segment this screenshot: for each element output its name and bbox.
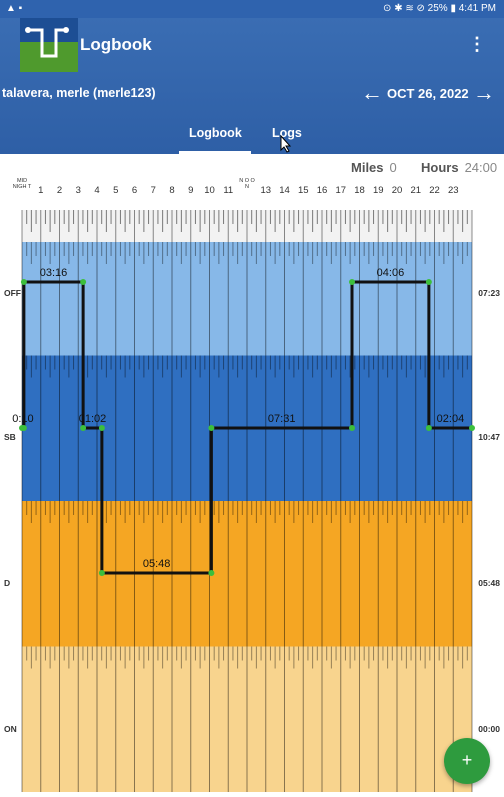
row-d-band <box>22 501 472 647</box>
hour-label: 21 <box>410 185 422 196</box>
segment-duration-label: 04:06 <box>377 267 405 279</box>
row-off-band <box>22 242 472 356</box>
hour-label: 19 <box>372 185 384 196</box>
hour-label: 7 <box>150 185 156 196</box>
row-total-off: 07:23 <box>478 288 500 298</box>
row-total-on: 00:00 <box>478 724 500 734</box>
current-date: OCT 26, 2022 <box>387 86 469 101</box>
segment-duration-label: 03:16 <box>40 267 68 279</box>
add-entry-button[interactable]: + <box>444 738 490 784</box>
miles-summary: Miles 0 <box>351 160 397 175</box>
status-bar-left-icons: ▲ ▪ <box>6 3 23 14</box>
hours-summary: Hours 24:00 <box>421 160 497 175</box>
tab-bar: Logbook Logs <box>0 126 504 154</box>
overflow-menu-icon[interactable]: ⋮ <box>468 34 486 54</box>
segment-node <box>425 279 432 285</box>
segment-duration-label: 01:02 <box>79 413 107 425</box>
hour-label: 6 <box>131 185 138 196</box>
hour-label: 20 <box>391 185 403 196</box>
miles-label: Miles <box>351 160 384 175</box>
hour-label: 2 <box>56 185 63 196</box>
hour-label: 9 <box>188 185 194 196</box>
row-label-sb: SB <box>4 432 16 442</box>
miles-value: 0 <box>389 160 397 175</box>
app-title: Logbook <box>80 35 152 54</box>
hour-label: 17 <box>335 185 347 196</box>
row-label-d: D <box>4 578 11 588</box>
duty-status-line <box>22 280 472 575</box>
segment-node <box>20 425 27 431</box>
segment-node <box>98 425 105 431</box>
row-label-on: ON <box>4 724 17 734</box>
status-bar-right-info: ⊙ ✱ ≋ ⊘ 25% ▮ 4:41 PM <box>383 3 496 14</box>
row-total-d: 05:48 <box>478 578 500 588</box>
segment-duration-label: 02:04 <box>437 413 465 425</box>
segment-duration-label: 07:31 <box>268 413 296 425</box>
hour-label: 14 <box>279 185 290 196</box>
hour-label: 15 <box>297 185 309 196</box>
app-logo-icon <box>20 18 78 72</box>
hour-label: 16 <box>316 185 328 196</box>
hour-label: 5 <box>113 185 119 196</box>
segment-node <box>80 425 87 431</box>
segment-node <box>425 425 432 431</box>
segment-node <box>98 570 105 576</box>
hour-label: 1 <box>38 185 44 196</box>
active-tab-indicator <box>179 151 251 154</box>
segment-duration-label: 0:10 <box>12 413 33 425</box>
row-on-band <box>22 646 472 792</box>
tab-logbook[interactable]: Logbook <box>189 126 242 140</box>
hour-label: 23 <box>447 185 459 196</box>
hour-label: 10 <box>204 185 215 196</box>
segment-node <box>349 425 355 431</box>
hour-label: 3 <box>75 185 81 196</box>
segment-node <box>208 570 215 576</box>
hour-label: 11 <box>223 185 234 196</box>
driver-name: talavera, merle (merle123) <box>2 86 156 100</box>
app-bar: Logbook ⋮ talavera, merle (merle123) ← O… <box>0 18 504 154</box>
row-total-sb: 10:47 <box>478 432 500 442</box>
prev-day-arrow-icon[interactable]: ← <box>361 80 383 105</box>
segment-node <box>80 279 87 285</box>
hours-value: 24:00 <box>464 160 498 175</box>
row-label-off: OFF <box>4 288 21 298</box>
segment-node <box>208 425 215 431</box>
tab-logs[interactable]: Logs <box>272 126 302 140</box>
hours-label: Hours <box>421 160 459 175</box>
hour-label: 8 <box>169 185 175 196</box>
next-day-arrow-icon[interactable]: → <box>473 80 495 105</box>
hour-label: 22 <box>429 185 440 196</box>
segment-node <box>349 279 355 285</box>
hour-label: 13 <box>260 185 272 196</box>
segment-node <box>20 279 27 285</box>
segment-duration-label: 05:48 <box>143 558 171 570</box>
status-bar: ▲ ▪ ⊙ ✱ ≋ ⊘ 25% ▮ 4:41 PM <box>0 0 504 18</box>
mouse-cursor-icon <box>280 135 292 153</box>
hour-label: 18 <box>354 185 365 196</box>
hour-label: N O O N <box>239 178 255 190</box>
hour-label: 4 <box>94 185 100 196</box>
segment-node <box>469 425 475 431</box>
hour-label: MID NIGH T <box>12 178 32 190</box>
ruler-band <box>22 210 472 242</box>
